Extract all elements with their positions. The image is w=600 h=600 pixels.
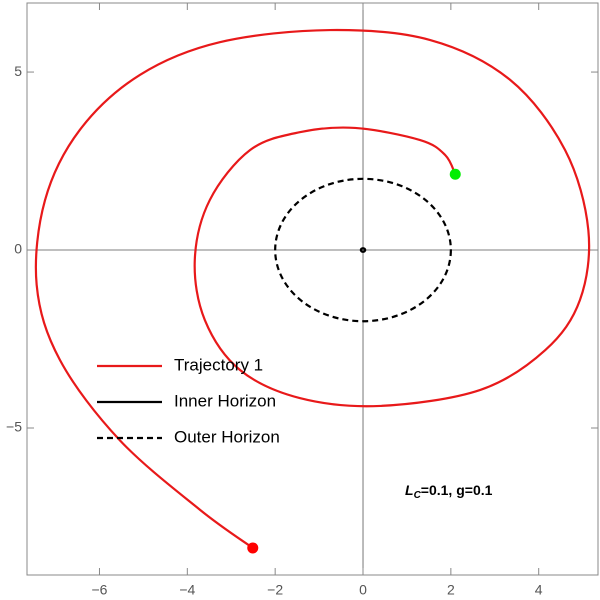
plot-frame — [26, 2, 599, 576]
x-tick-label: 2 — [447, 582, 455, 598]
legend-label: Trajectory 1 — [174, 355, 263, 374]
annotation-symbol: L — [405, 482, 414, 498]
y-tick-label: 5 — [14, 63, 22, 79]
legend-label: Inner Horizon — [174, 391, 276, 410]
x-tick-label: −6 — [91, 582, 107, 598]
end-point — [449, 168, 461, 180]
x-tick-label: 0 — [359, 582, 367, 598]
y-tick-label: 0 — [14, 241, 22, 257]
start-point — [247, 542, 259, 554]
annotation-text: =0.1, g=0.1 — [421, 482, 493, 498]
legend-label: Outer Horizon — [174, 427, 280, 446]
x-tick-label: −4 — [179, 582, 195, 598]
annotation-subscript: C — [414, 490, 422, 501]
horizon — [359, 247, 367, 253]
trajectory — [34, 28, 591, 549]
annotation: LC=0.1, g=0.1 — [405, 482, 493, 501]
x-tick-label: −2 — [267, 582, 283, 598]
x-tick-label: 4 — [535, 582, 543, 598]
horizon — [274, 177, 452, 323]
y-tick-label: −5 — [6, 419, 22, 435]
